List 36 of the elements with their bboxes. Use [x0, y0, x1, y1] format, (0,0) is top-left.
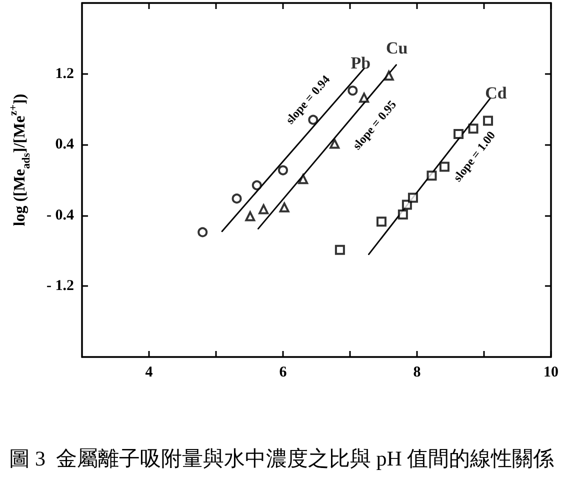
caption: 圖 3 金屬離子吸附量與水中濃度之比與 pH 值間的線性關係	[8, 446, 554, 470]
point	[258, 204, 269, 214]
y-tick-label: - 1.2	[46, 278, 74, 294]
point	[398, 210, 408, 220]
point	[359, 92, 370, 103]
y-tick-label: 0.4	[55, 136, 74, 153]
point	[408, 192, 418, 203]
point	[468, 124, 478, 134]
x-tick-label: 6	[279, 364, 288, 380]
series-label: Cu	[386, 38, 408, 58]
point	[454, 128, 464, 139]
point	[245, 211, 256, 222]
point	[402, 200, 412, 210]
point	[232, 194, 242, 204]
series-label: Pb	[350, 54, 371, 73]
point	[198, 227, 208, 238]
point	[348, 86, 358, 96]
point	[439, 162, 450, 172]
y-axis-title: log ([Meads]/[Mez+])	[8, 94, 32, 226]
series-label: Cd	[485, 84, 508, 103]
point	[252, 180, 262, 190]
point	[278, 165, 288, 176]
point	[483, 116, 494, 126]
point	[384, 70, 394, 81]
x-tick-label: 10	[544, 364, 558, 380]
point	[426, 170, 437, 181]
x-tick-label: 8	[413, 364, 421, 380]
x-tick-label: 4	[145, 364, 154, 380]
point	[308, 114, 318, 125]
point	[330, 138, 340, 149]
point	[334, 244, 345, 255]
point	[279, 202, 290, 212]
point	[376, 216, 386, 227]
y-tick-label: - 0.4	[46, 207, 74, 224]
point	[298, 174, 308, 184]
y-tick-label: 1.2	[55, 66, 74, 82]
